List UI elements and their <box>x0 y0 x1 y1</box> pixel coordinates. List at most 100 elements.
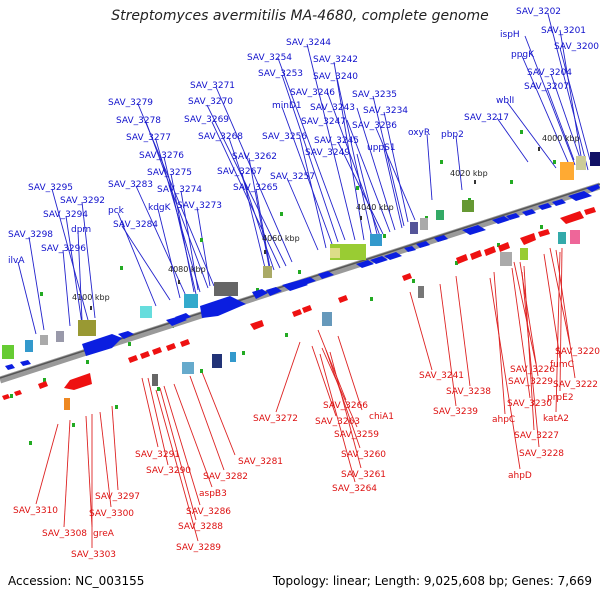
gene-label: katA2 <box>543 414 569 424</box>
gene-label: SAV_3260 <box>341 450 386 460</box>
gene-label: fumC <box>550 360 574 370</box>
gene-label: SAV_3222 <box>553 380 598 390</box>
gene-label: SAV_3308 <box>42 529 87 539</box>
leader-lines <box>17 13 591 548</box>
gene-label: SAV_3226 <box>510 365 555 375</box>
gene-label: aspB3 <box>199 489 227 499</box>
reverse-colored-blocks <box>64 230 580 410</box>
gene-label: SAV_3277 <box>126 133 171 143</box>
gene-label: SAV_3289 <box>176 543 221 553</box>
gene-label: SAV_3272 <box>253 414 298 424</box>
gene-label: SAV_3268 <box>198 132 243 142</box>
gene-label: pbp2 <box>441 130 464 140</box>
gene-label: SAV_3288 <box>178 522 223 532</box>
gene-label: SAV_3273 <box>177 201 222 211</box>
gene-label: SAV_3257 <box>270 172 315 182</box>
gene-label: SAV_3238 <box>446 387 491 397</box>
forward-colored-blocks <box>2 152 600 359</box>
gene-label: SAV_3229 <box>508 377 553 387</box>
gene-label: SAV_3266 <box>323 401 368 411</box>
scale-label: 4020 kbp <box>450 169 488 178</box>
gene-label: uppS1 <box>367 143 396 153</box>
gene-label: SAV_3242 <box>313 55 358 65</box>
gene-label: ppgK <box>511 50 535 60</box>
gene-label: SAV_3294 <box>43 210 88 220</box>
gene-label: SAV_3271 <box>190 81 235 91</box>
gene-label: SAV_3245 <box>314 136 359 146</box>
gene-label: ahpD <box>508 471 532 481</box>
gene-label: minD1 <box>272 101 302 111</box>
gene-label: SAV_3264 <box>332 484 377 494</box>
gene-label: SAV_3207 <box>524 82 569 92</box>
gene-label: SAV_3202 <box>516 7 561 17</box>
gene-label: SAV_3254 <box>247 53 292 63</box>
gene-label: SAV_3281 <box>238 457 283 467</box>
gene-label: SAV_3279 <box>108 98 153 108</box>
gene-label: SAV_3295 <box>28 183 73 193</box>
gene-label: SAV_3239 <box>433 407 478 417</box>
gene-label: SAV_3291 <box>135 450 180 460</box>
gene-label: wblI <box>496 96 514 106</box>
gene-label: SAV_3282 <box>203 472 248 482</box>
gene-label: pck <box>108 206 125 216</box>
gene-label: SAV_3230 <box>507 399 552 409</box>
gene-label: SAV_3290 <box>146 466 191 476</box>
gene-label: SAV_3283 <box>108 180 153 190</box>
reverse-gene-labels: SAV_3220 fumC SAV_3226 SAV_3222 SAV_3229… <box>13 347 600 560</box>
gene-label: SAV_3228 <box>519 449 564 459</box>
scale-label: 4040 kbp <box>356 203 394 212</box>
gene-label: SAV_3253 <box>258 69 303 79</box>
gene-label: prpE2 <box>547 393 574 403</box>
gene-label: SAV_3297 <box>95 492 140 502</box>
gene-label: SAV_3261 <box>341 470 386 480</box>
gene-label: SAV_3201 <box>541 26 586 36</box>
gene-label: SAV_3269 <box>184 115 229 125</box>
scale-label: 4080 kbp <box>168 265 206 274</box>
gene-label: SAV_3265 <box>233 183 278 193</box>
gene-label: SAV_3262 <box>232 152 277 162</box>
gene-label: SAV_3200 <box>554 42 599 52</box>
gene-label: SAV_3227 <box>514 431 559 441</box>
gene-label: SAV_3303 <box>71 550 116 560</box>
forward-genes <box>5 184 600 370</box>
forward-gene-labels: SAV_3202 SAV_3201 ispH SAV_3200 ppgK SAV… <box>8 7 599 266</box>
gene-label: ispH <box>500 30 520 40</box>
gene-label: SAV_3284 <box>113 220 158 230</box>
scale-label: 4100 kbp <box>72 293 110 302</box>
gene-label: SAV_3246 <box>290 88 335 98</box>
gene-label: SAV_3217 <box>464 113 509 123</box>
gene-label: SAV_3259 <box>334 430 379 440</box>
gene-label: SAV_3298 <box>8 230 53 240</box>
gene-label: SAV_3240 <box>313 72 358 82</box>
gene-label: greA <box>93 529 115 539</box>
gene-label: SAV_3296 <box>41 244 86 254</box>
gene-label: SAV_3235 <box>352 90 397 100</box>
gene-label: SAV_3278 <box>116 116 161 126</box>
gene-label: ilvA <box>8 256 25 266</box>
gene-label: chiA1 <box>369 412 394 422</box>
gene-label: SAV_3270 <box>188 97 233 107</box>
gene-label: dpm <box>71 225 91 235</box>
accession-text: Accession: NC_003155 <box>8 574 145 588</box>
map-title: Streptomyces avermitilis MA-4680, comple… <box>111 8 489 24</box>
gene-label: SAV_3275 <box>147 168 192 178</box>
gene-label: SAV_3292 <box>60 196 105 206</box>
genome-summary-text: Topology: linear; Length: 9,025,608 bp; … <box>272 574 592 588</box>
gene-label: SAV_3204 <box>527 68 572 78</box>
reverse-genes <box>2 207 596 400</box>
gene-label: SAV_3244 <box>286 38 331 48</box>
gene-label: SAV_3276 <box>139 151 184 161</box>
gene-label: SAV_3243 <box>310 103 355 113</box>
gene-label: SAV_3236 <box>352 121 397 131</box>
gene-label: kdgK <box>148 203 172 213</box>
gene-label: SAV_3247 <box>301 117 346 127</box>
gene-label: SAV_3249 <box>305 148 350 158</box>
gene-label: SAV_3241 <box>419 371 464 381</box>
gene-label: SAV_3267 <box>217 167 262 177</box>
gene-label: SAV_3300 <box>89 509 134 519</box>
gene-label: oxyR <box>408 128 430 138</box>
gene-label: SAV_3286 <box>186 507 231 517</box>
scale-label: 4060 kbp <box>262 234 300 243</box>
gene-label: SAV_3220 <box>555 347 600 357</box>
